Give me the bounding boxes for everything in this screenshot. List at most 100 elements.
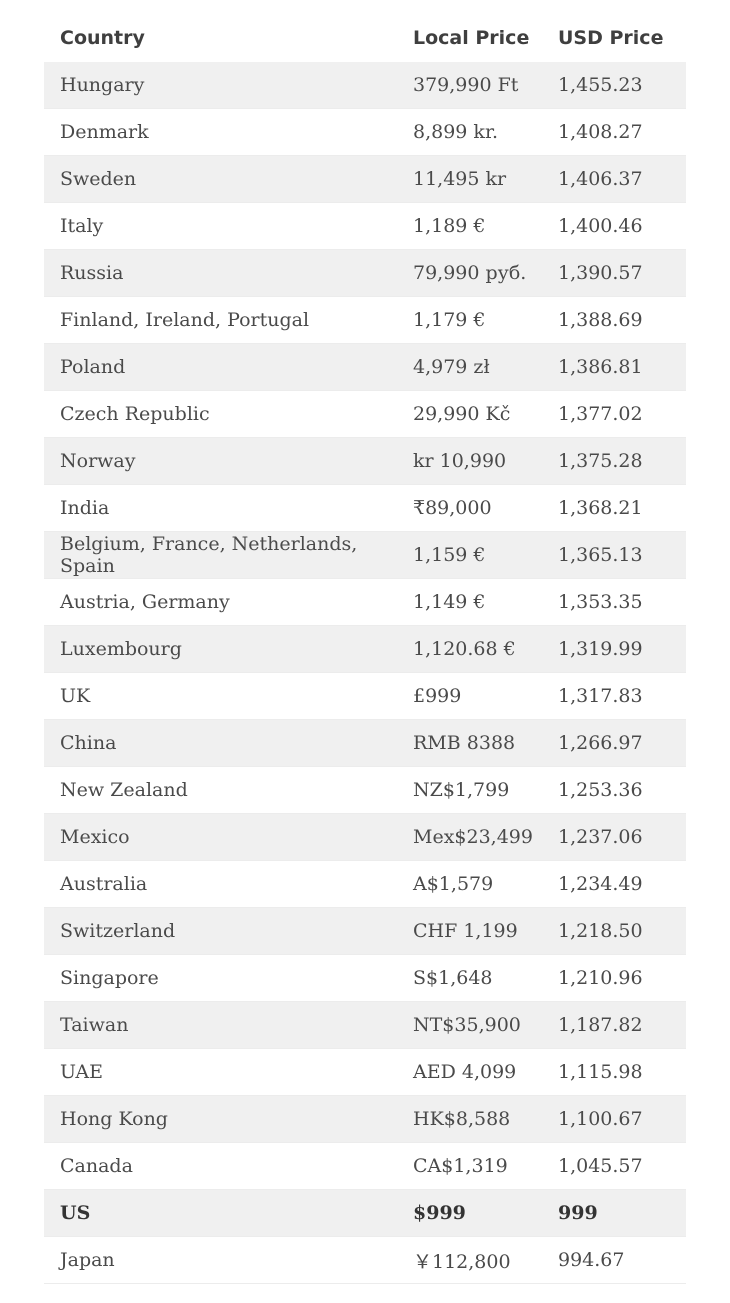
cell-local-price: CA$1,319 <box>413 1155 508 1177</box>
table-row: China RMB 8388 1,266.97 <box>44 720 686 767</box>
cell-usd-price: 1,377.02 <box>558 403 643 425</box>
table-row: US $999 999 <box>44 1190 686 1237</box>
cell-country: Czech Republic <box>60 403 210 425</box>
cell-country: Hungary <box>60 74 145 96</box>
cell-local-price: kr 10,990 <box>413 450 507 472</box>
cell-country: Switzerland <box>60 920 176 942</box>
cell-local-price: $999 <box>413 1202 466 1224</box>
cell-local-price: CHF 1,199 <box>413 920 518 942</box>
cell-local-price: ￥112,800 <box>413 1250 511 1273</box>
cell-country: Finland, Ireland, Portugal <box>60 309 310 331</box>
cell-country: US <box>60 1202 91 1224</box>
cell-country: Singapore <box>60 967 159 989</box>
cell-usd-price: 1,365.13 <box>558 544 643 566</box>
table-row: Hong Kong HK$8,588 1,100.67 <box>44 1096 686 1143</box>
cell-usd-price: 1,353.35 <box>558 591 643 613</box>
table-row: Poland 4,979 zł 1,386.81 <box>44 344 686 391</box>
cell-usd-price: 1,045.57 <box>558 1155 643 1177</box>
cell-country: China <box>60 732 117 754</box>
table-row: Australia A$1,579 1,234.49 <box>44 861 686 908</box>
table-row: Czech Republic 29,990 Kč 1,377.02 <box>44 391 686 438</box>
cell-country: Denmark <box>60 121 149 143</box>
cell-usd-price: 1,115.98 <box>558 1061 643 1083</box>
cell-local-price: 1,189 € <box>413 215 486 237</box>
cell-usd-price: 1,386.81 <box>558 356 643 378</box>
cell-local-price: S$1,648 <box>413 967 493 989</box>
table-row: Mexico Mex$23,499 1,237.06 <box>44 814 686 861</box>
table-row: Finland, Ireland, Portugal 1,179 € 1,388.6… <box>44 297 686 344</box>
header-usd-price: USD Price <box>558 27 664 49</box>
table-body: Hungary 379,990 Ft 1,455.23 Denmark 8,899 kr… <box>44 62 686 1284</box>
table-row: Austria, Germany 1,149 € 1,353.35 <box>44 579 686 626</box>
cell-country: India <box>60 497 110 519</box>
cell-local-price: NZ$1,799 <box>413 779 510 801</box>
cell-usd-price: 1,266.97 <box>558 732 643 754</box>
table-row: New Zealand NZ$1,799 1,253.36 <box>44 767 686 814</box>
cell-usd-price: 1,400.46 <box>558 215 643 237</box>
table-row: UAE AED 4,099 1,115.98 <box>44 1049 686 1096</box>
table-row: Hungary 379,990 Ft 1,455.23 <box>44 62 686 109</box>
price-table: Country Local Price USD Price Hungary 379… <box>44 14 686 1284</box>
cell-usd-price: 1,210.96 <box>558 967 643 989</box>
table-row: Singapore S$1,648 1,210.96 <box>44 955 686 1002</box>
cell-usd-price: 1,455.23 <box>558 74 643 96</box>
cell-local-price: ₹89,000 <box>413 497 492 519</box>
cell-country: Australia <box>60 873 148 895</box>
cell-usd-price: 1,319.99 <box>558 638 643 660</box>
cell-country: UK <box>60 685 91 707</box>
table-row: Canada CA$1,319 1,045.57 <box>44 1143 686 1190</box>
cell-local-price: 8,899 kr. <box>413 121 498 143</box>
cell-local-price: Mex$23,499 <box>413 826 533 848</box>
table-row: Belgium, France, Netherlands, Spain 1,159… <box>44 532 686 579</box>
cell-usd-price: 1,390.57 <box>558 262 643 284</box>
cell-country: Canada <box>60 1155 133 1177</box>
cell-country: Luxembourg <box>60 638 182 660</box>
cell-usd-price: 1,100.67 <box>558 1108 643 1130</box>
cell-local-price: 4,979 zł <box>413 356 490 378</box>
table-row: Taiwan NT$35,900 1,187.82 <box>44 1002 686 1049</box>
cell-usd-price: 1,218.50 <box>558 920 643 942</box>
cell-country: New Zealand <box>60 779 188 801</box>
cell-usd-price: 1,388.69 <box>558 309 643 331</box>
cell-country: Taiwan <box>60 1014 129 1036</box>
cell-local-price: 1,149 € <box>413 591 486 613</box>
cell-country: Mexico <box>60 826 130 848</box>
table-row: Norway kr 10,990 1,375.28 <box>44 438 686 485</box>
table-row: Italy 1,189 € 1,400.46 <box>44 203 686 250</box>
cell-local-price: 1,159 € <box>413 544 486 566</box>
header-local-price: Local Price <box>413 27 530 49</box>
cell-usd-price: 1,375.28 <box>558 450 643 472</box>
cell-usd-price: 1,187.82 <box>558 1014 643 1036</box>
table-row: Sweden 11,495 kr 1,406.37 <box>44 156 686 203</box>
cell-usd-price: 1,406.37 <box>558 168 643 190</box>
cell-local-price: A$1,579 <box>413 873 494 895</box>
table-row: Switzerland CHF 1,199 1,218.50 <box>44 908 686 955</box>
cell-local-price: NT$35,900 <box>413 1014 521 1036</box>
cell-country: Sweden <box>60 168 137 190</box>
cell-local-price: HK$8,588 <box>413 1108 511 1130</box>
cell-local-price: 79,990 руб. <box>413 262 527 284</box>
table-row: Russia 79,990 руб. 1,390.57 <box>44 250 686 297</box>
cell-local-price: £999 <box>413 685 462 707</box>
header-country: Country <box>60 27 145 49</box>
cell-local-price: 29,990 Kč <box>413 403 511 425</box>
cell-usd-price: 1,317.83 <box>558 685 643 707</box>
cell-usd-price: 1,408.27 <box>558 121 643 143</box>
cell-local-price: 1,120.68 € <box>413 638 516 660</box>
cell-usd-price: 999 <box>558 1202 598 1224</box>
cell-local-price: 379,990 Ft <box>413 74 519 96</box>
cell-country: Japan <box>60 1249 115 1271</box>
table-row: India ₹89,000 1,368.21 <box>44 485 686 532</box>
cell-country: Hong Kong <box>60 1108 168 1130</box>
cell-country: Austria, Germany <box>60 591 230 613</box>
cell-local-price: 1,179 € <box>413 309 486 331</box>
cell-country: Belgium, France, Netherlands, Spain <box>60 533 358 577</box>
table-row: UK £999 1,317.83 <box>44 673 686 720</box>
table-header: Country Local Price USD Price <box>44 14 686 62</box>
cell-usd-price: 1,237.06 <box>558 826 643 848</box>
cell-usd-price: 1,234.49 <box>558 873 643 895</box>
cell-country: Russia <box>60 262 124 284</box>
cell-country: Italy <box>60 215 104 237</box>
table-row: Luxembourg 1,120.68 € 1,319.99 <box>44 626 686 673</box>
cell-local-price: 11,495 kr <box>413 168 507 190</box>
